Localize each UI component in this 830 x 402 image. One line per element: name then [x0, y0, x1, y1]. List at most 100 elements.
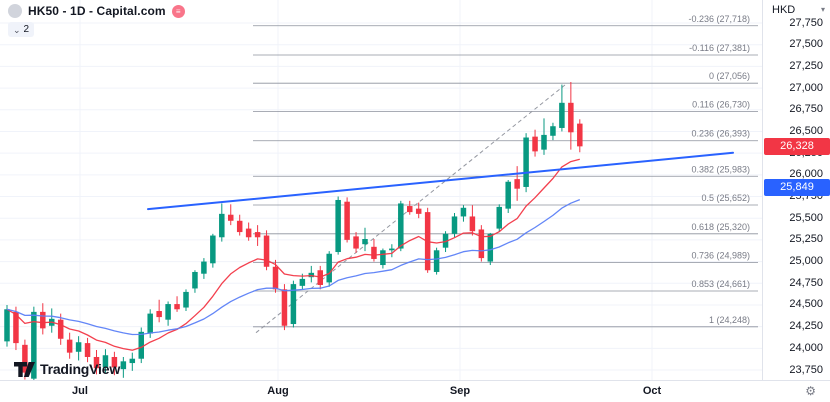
ma-fast-line: [6, 158, 580, 351]
fib-level-label: -0.116 (27,381): [689, 43, 750, 53]
candle-body: [228, 214, 234, 221]
fib-level-label: 0.618 (25,320): [691, 222, 750, 232]
time-axis[interactable]: Jul Aug Sep Oct: [0, 380, 830, 402]
candle-body: [505, 181, 511, 209]
candle-body: [281, 289, 288, 326]
candlestick-chart[interactable]: -0.236 (27,718) -0.116 (27,381) 0 (27,056)…: [0, 0, 762, 380]
price-tick-label: 26,000: [789, 168, 823, 181]
candle-body: [451, 216, 458, 234]
candle-body: [165, 304, 171, 320]
candle-body: [460, 207, 467, 217]
candle-body: [31, 311, 37, 379]
price-tick-label: 25,000: [789, 255, 823, 268]
candle-body: [290, 284, 297, 325]
candle-body: [245, 228, 252, 238]
candle-body: [111, 356, 118, 368]
price-tick-label: 27,000: [789, 81, 823, 94]
candle-body: [174, 304, 180, 310]
candle-body: [147, 313, 153, 334]
candle-body: [415, 208, 422, 214]
price-tick-label: 24,500: [789, 298, 823, 311]
chart-header: HK50 - 1D - Capital.com ≡ ⌄ 2: [8, 4, 185, 38]
tradingview-logo-text: TradingView: [40, 361, 121, 377]
price-tick-label: 24,250: [789, 320, 823, 333]
candle-body: [210, 235, 216, 264]
settings-gear-icon[interactable]: ⚙: [805, 384, 816, 398]
candle-body: [263, 235, 270, 267]
candle-body: [442, 233, 449, 248]
candle-body: [353, 236, 359, 249]
candle-body: [523, 137, 529, 187]
indicators-toggle-button[interactable]: ⌄ 2: [8, 22, 35, 37]
candle-body: [398, 203, 404, 249]
candle-body: [559, 102, 565, 128]
candle-body: [192, 271, 198, 289]
candle-body: [568, 102, 574, 133]
chevron-down-icon: ⌄: [13, 24, 21, 35]
candle-body: [102, 355, 109, 368]
candle-body: [183, 291, 189, 308]
fib-level-label: 0.116 (26,730): [692, 99, 750, 109]
candle-body: [236, 220, 243, 233]
price-tick-label: 26,500: [789, 124, 823, 137]
time-axis-month-label: Sep: [449, 385, 471, 397]
candle-body: [326, 253, 332, 283]
candle-body: [120, 361, 127, 370]
fib-level-label: 0.236 (26,393): [691, 129, 750, 139]
time-axis-month-label: Jul: [72, 385, 88, 397]
price-tick-label: 27,750: [789, 16, 823, 29]
candle-body: [407, 206, 413, 213]
market-status-icon[interactable]: ≡: [171, 4, 185, 18]
candle-body: [219, 213, 225, 238]
candle-body: [577, 123, 583, 147]
candle-body: [84, 343, 91, 357]
price-tick-label: 23,750: [789, 363, 823, 376]
price-tick-label: 24,000: [789, 341, 823, 354]
candle-body: [254, 232, 261, 238]
tradingview-glyph-icon: [14, 361, 35, 377]
candle-body: [478, 229, 485, 259]
candle-body: [66, 339, 73, 353]
candle-body: [371, 246, 377, 259]
candle-body: [93, 356, 100, 369]
fib-level-label: 0.382 (25,983): [691, 164, 750, 174]
symbol-logo-icon: [8, 4, 22, 18]
candle-body: [532, 136, 538, 152]
candle-body: [201, 261, 207, 274]
candle-body: [496, 206, 502, 229]
candle-body: [433, 250, 440, 272]
ma-value-badge: 25,849: [764, 179, 830, 197]
candle-body: [138, 331, 144, 359]
fib-level-label: 0 (27,056): [709, 71, 750, 81]
time-axis-month-label: Oct: [642, 385, 662, 397]
candle-body: [514, 179, 520, 189]
candle-body: [335, 199, 341, 253]
fib-level-label: 0.5 (25,652): [701, 193, 750, 203]
candle-body: [362, 239, 368, 245]
symbol-title[interactable]: HK50 - 1D - Capital.com: [28, 4, 166, 18]
candle-body: [389, 248, 395, 251]
candle-body: [40, 311, 46, 329]
candle-body: [469, 216, 476, 232]
price-tick-label: 25,250: [789, 233, 823, 246]
trendline[interactable]: [147, 151, 734, 211]
last-price-badge: 26,328: [764, 137, 830, 155]
candle-body: [4, 309, 10, 342]
candle-body: [380, 250, 386, 266]
currency-label[interactable]: HKD: [772, 4, 796, 16]
candle-body: [22, 344, 28, 373]
price-tick-label: 27,250: [789, 59, 823, 72]
price-tick-label: 26,750: [789, 103, 823, 116]
candle-body: [13, 311, 19, 344]
chart-plot-area[interactable]: -0.236 (27,718) -0.116 (27,381) 0 (27,056)…: [0, 0, 762, 380]
price-axis[interactable]: HKD ▾ 27,750 27,500 27,250 27,000 26,750 26,5…: [762, 0, 830, 380]
time-axis-month-label: Aug: [267, 385, 289, 397]
caret-down-icon[interactable]: ▾: [820, 5, 825, 14]
candle-body: [487, 233, 494, 262]
price-tick-label: 25,500: [789, 211, 823, 224]
candle-body: [129, 358, 136, 364]
symbol-title-row[interactable]: HK50 - 1D - Capital.com ≡: [8, 4, 185, 18]
fib-level-label: 0.853 (24,661): [691, 279, 750, 289]
tradingview-logo[interactable]: TradingView: [14, 361, 120, 377]
